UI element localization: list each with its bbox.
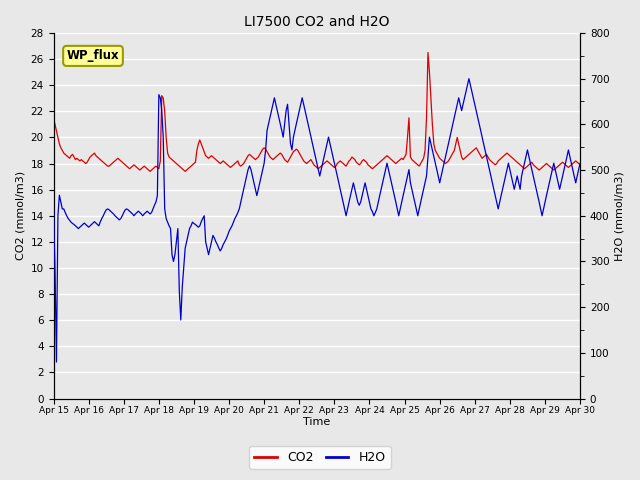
Y-axis label: H2O (mmol/m3): H2O (mmol/m3): [615, 171, 625, 261]
Y-axis label: CO2 (mmol/m3): CO2 (mmol/m3): [15, 171, 25, 260]
Title: LI7500 CO2 and H2O: LI7500 CO2 and H2O: [244, 15, 390, 29]
Legend: CO2, H2O: CO2, H2O: [250, 446, 390, 469]
Text: WP_flux: WP_flux: [67, 49, 119, 62]
X-axis label: Time: Time: [303, 417, 330, 427]
